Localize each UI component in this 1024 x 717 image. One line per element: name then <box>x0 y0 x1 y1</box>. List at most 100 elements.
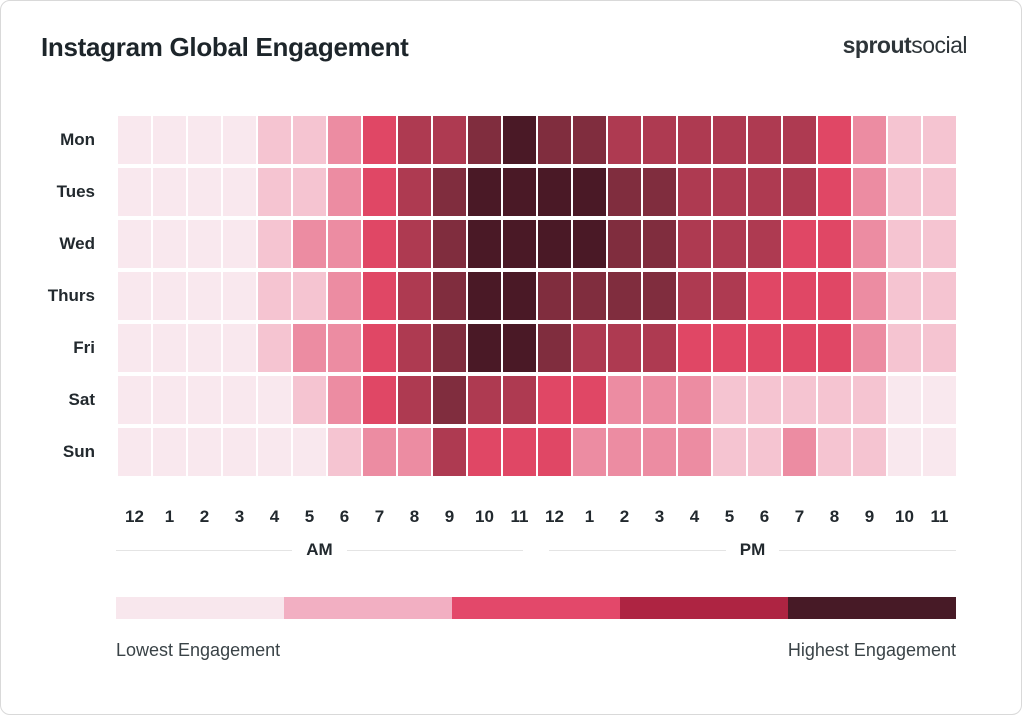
heatmap-cell <box>433 376 466 424</box>
heatmap-cell <box>153 168 186 216</box>
heatmap-cell <box>188 376 221 424</box>
heatmap-cell <box>783 428 816 476</box>
heatmap-cell <box>853 324 886 372</box>
heatmap-cell <box>853 168 886 216</box>
pm-line-right <box>779 549 956 551</box>
heatmap-cell <box>818 116 851 164</box>
heatmap-cell <box>223 428 256 476</box>
heatmap-cell <box>538 168 571 216</box>
heatmap-cell <box>818 272 851 320</box>
heatmap-cell <box>188 220 221 268</box>
hour-label: 5 <box>304 507 315 526</box>
heatmap-cell <box>538 272 571 320</box>
heatmap-cell <box>153 220 186 268</box>
heatmap-cell <box>468 272 501 320</box>
heatmap-cell <box>748 272 781 320</box>
heatmap-cell <box>608 428 641 476</box>
heatmap-cell <box>923 272 956 320</box>
heatmap-cell <box>503 272 536 320</box>
heatmap-cell <box>118 428 151 476</box>
legend-color-segment <box>620 597 788 619</box>
heatmap-cell <box>643 116 676 164</box>
am-line-left <box>116 549 293 551</box>
heatmap-cell <box>118 376 151 424</box>
heatmap-cell <box>363 272 396 320</box>
heatmap-cell <box>923 168 956 216</box>
heatmap-cell <box>188 272 221 320</box>
heatmap-cell <box>853 116 886 164</box>
row-label-tues: Tues <box>56 182 95 201</box>
heatmap-cell <box>258 168 291 216</box>
heatmap-cell <box>573 272 606 320</box>
heatmap-cell <box>573 220 606 268</box>
hour-label: 6 <box>759 507 770 526</box>
hour-axis: 12 1 2 3 4 5 6 7 8 9 10 11 12 1 2 3 4 5 6 7 8 9 10 11 <box>1 507 956 527</box>
hour-label: 9 <box>444 507 455 526</box>
heatmap-cell <box>748 376 781 424</box>
heatmap-cell <box>783 116 816 164</box>
heatmap-cell <box>258 272 291 320</box>
heatmap-cell <box>153 376 186 424</box>
header: Instagram Global Engagement sproutsocial <box>1 32 1021 63</box>
legend-color-segment <box>116 597 284 619</box>
heatmap-chart: Mon Tues Wed Thurs Fri Sat Sun 12 1 2 3 4 5 6 7 8 9 10 11… <box>1 116 1021 661</box>
heatmap-cell <box>678 376 711 424</box>
heatmap-cell <box>713 220 746 268</box>
heatmap-cell <box>573 116 606 164</box>
heatmap-cell <box>153 324 186 372</box>
heatmap-cell <box>223 376 256 424</box>
heatmap-cell <box>433 220 466 268</box>
row-label-sun: Sun <box>62 442 95 461</box>
hour-label: 3 <box>654 507 665 526</box>
hour-label: 8 <box>829 507 840 526</box>
hour-axis-spacer <box>1 507 116 527</box>
heatmap-cell <box>748 116 781 164</box>
heatmap-cell <box>783 168 816 216</box>
heatmap-cell <box>818 168 851 216</box>
heatmap-cell <box>643 220 676 268</box>
heatmap-cell <box>258 220 291 268</box>
hour-label: 10 <box>895 507 914 526</box>
hour-label: 8 <box>409 507 420 526</box>
row-label-wed: Wed <box>59 234 95 253</box>
hour-label: 4 <box>689 507 700 526</box>
heatmap-cell <box>573 376 606 424</box>
heatmap-cell <box>118 324 151 372</box>
hour-label: 10 <box>475 507 494 526</box>
heatmap-cell <box>223 168 256 216</box>
heatmap-cell <box>888 116 921 164</box>
heatmap-cell <box>433 324 466 372</box>
heatmap-cell <box>538 116 571 164</box>
heatmap-cell <box>328 324 361 372</box>
heatmap-cell <box>783 220 816 268</box>
heatmap-cell <box>223 272 256 320</box>
heatmap-cell <box>398 272 431 320</box>
logo-bold-part: sprout <box>842 32 912 58</box>
sproutsocial-logo: sproutsocial <box>842 32 968 59</box>
heatmap-cell <box>293 220 326 268</box>
pm-label: PM <box>739 540 766 559</box>
heatmap-cell <box>678 168 711 216</box>
hour-label: 1 <box>584 507 595 526</box>
heatmap-cell <box>328 272 361 320</box>
heatmap-cell <box>118 272 151 320</box>
am-label: AM <box>306 540 333 559</box>
am-group: AM <box>116 540 524 560</box>
heatmap-cell <box>608 116 641 164</box>
heatmap-cell <box>118 168 151 216</box>
heatmap-cell <box>923 220 956 268</box>
hour-label: 6 <box>339 507 350 526</box>
hour-label: 9 <box>864 507 875 526</box>
heatmap-cell <box>608 168 641 216</box>
heatmap-cell <box>888 272 921 320</box>
heatmap-cell <box>223 116 256 164</box>
heatmap-cell <box>888 220 921 268</box>
heatmap-cell <box>818 428 851 476</box>
heatmap-cell <box>503 376 536 424</box>
heatmap-cell <box>503 168 536 216</box>
heatmap-cell <box>293 116 326 164</box>
heatmap-cell <box>363 220 396 268</box>
heatmap-cell <box>748 428 781 476</box>
hour-label: 12 <box>545 507 564 526</box>
legend-color-segment <box>452 597 620 619</box>
